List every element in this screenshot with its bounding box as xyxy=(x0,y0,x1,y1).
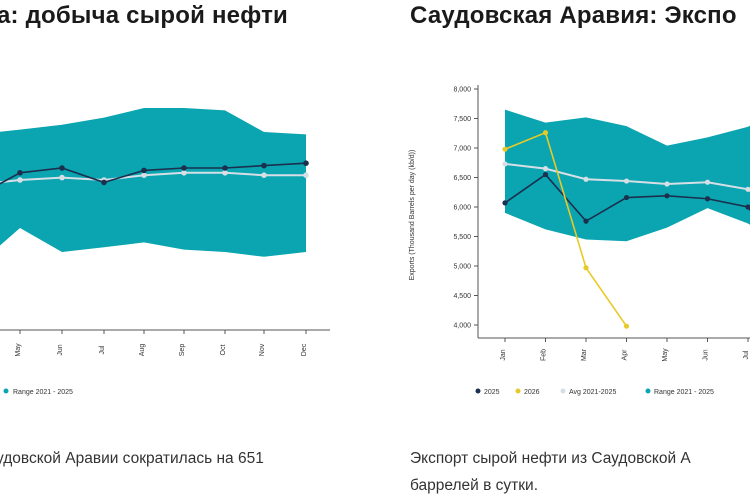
avg-series-point xyxy=(181,170,187,176)
legend-marker-avg-2021-2025 xyxy=(560,388,566,394)
x-tick-label: Sep xyxy=(179,344,186,357)
x-tick-label: Mar xyxy=(581,348,588,361)
avg-series-point xyxy=(303,172,309,178)
series-2025-point xyxy=(141,167,147,174)
series-2026-point xyxy=(542,130,549,136)
avg-series-point xyxy=(704,179,711,185)
x-tick-label: Jul xyxy=(743,350,750,359)
series-2025-point xyxy=(261,162,267,169)
series-2025-point xyxy=(59,165,65,171)
avg-series-point xyxy=(222,170,228,176)
right-chart-title: Саудовская Аравия: Экспо xyxy=(410,2,737,29)
x-tick-label: May xyxy=(662,348,669,362)
avg-series-point xyxy=(141,172,147,178)
legend-marker-2026 xyxy=(515,388,521,394)
series-2025-point xyxy=(222,165,228,171)
x-tick-label: Oct xyxy=(220,345,227,356)
right-description-line-2: баррелей в сутки. xyxy=(410,477,539,494)
y-tick-label: 5,500 xyxy=(453,234,471,241)
y-tick-label: 7,000 xyxy=(453,146,471,153)
series-2025-point xyxy=(181,165,187,171)
series-2025-line xyxy=(504,173,750,223)
left-description: удовской Аравии сократилась на 651 xyxy=(0,450,264,467)
left-chart: May Jun Jul Aug Sep Oct Nov Dec xyxy=(0,108,330,357)
avg-series-point xyxy=(261,172,267,178)
avg-series-point xyxy=(502,161,508,167)
y-tick-label: 7,500 xyxy=(453,116,471,123)
y-axis-title: Exports (Thousand Barrels per day (kb/d)… xyxy=(409,150,416,281)
range-band-area xyxy=(505,109,750,242)
series-2026-point xyxy=(623,323,630,329)
y-tick-label: 6,500 xyxy=(453,175,471,182)
left-legend: Range 2021 - 2025 xyxy=(3,388,73,396)
series-2025-point xyxy=(704,196,711,202)
series-2026-point xyxy=(583,265,589,271)
series-2025-point xyxy=(583,218,589,224)
avg-series-point xyxy=(745,186,750,192)
left-chart-title: а: добыча сырой нефти xyxy=(0,2,288,29)
x-tick-label: May xyxy=(15,343,22,357)
series-2025-point xyxy=(17,170,23,176)
legend-label-avg-2021-2025: Avg 2021-2025 xyxy=(569,389,616,396)
x-tick-label: Dec xyxy=(301,343,308,356)
legend-marker-2025 xyxy=(475,388,481,394)
series-2025-point xyxy=(502,200,508,206)
x-tick-label: Feb xyxy=(541,349,548,361)
y-tick-label: 6,000 xyxy=(453,205,471,212)
range-band-area xyxy=(0,108,306,257)
y-tick-label: 5,000 xyxy=(453,264,471,271)
x-tick-label: Aug xyxy=(139,344,146,357)
avg-series-point xyxy=(59,174,65,181)
y-tick-label: 4,500 xyxy=(453,293,471,300)
series-2025-point xyxy=(101,179,107,186)
avg-series-point xyxy=(17,177,23,183)
x-tick-label: Jul xyxy=(99,345,106,354)
legend-range-marker xyxy=(3,388,9,394)
x-tick-label: Apr xyxy=(622,349,629,361)
legend-label-2025: 2025 xyxy=(484,389,500,396)
right-chart: 4,000 4,500 5,000 5,500 6,000 6,500 7,000 7,500… xyxy=(409,85,750,362)
x-tick-label: Jun xyxy=(57,344,64,355)
series-2026-line xyxy=(504,131,628,327)
x-tick-label: Nov xyxy=(259,343,266,356)
series-2025-point xyxy=(623,194,630,201)
series-2026-point xyxy=(502,146,508,152)
y-tick-label: 4,000 xyxy=(453,323,471,330)
x-tick-label: Jun xyxy=(703,349,710,360)
series-2025-point xyxy=(303,160,309,166)
avg-series-point xyxy=(623,178,630,184)
avg-series-point xyxy=(542,166,549,172)
legend-label-range-2021-2025: Range 2021 - 2025 xyxy=(654,389,714,396)
legend-range-label: Range 2021 - 2025 xyxy=(13,389,73,396)
legend-marker-range-2021-2025 xyxy=(645,388,651,394)
right-description-line-1: Экспорт сырой нефти из Саудовской А xyxy=(410,450,691,467)
series-2025-point xyxy=(664,193,670,199)
avg-series-line xyxy=(504,162,750,193)
series-2025-point xyxy=(745,204,750,210)
avg-series-point xyxy=(583,176,589,182)
right-legend: 2025 2026 Avg 2021-2025 Range 2021 - 2025 xyxy=(475,388,714,396)
series-2025-point xyxy=(542,171,549,178)
y-tick-label: 8,000 xyxy=(453,87,471,94)
legend-label-2026: 2026 xyxy=(524,389,540,396)
x-tick-label: Jan xyxy=(500,349,507,360)
avg-series-point xyxy=(664,181,670,187)
